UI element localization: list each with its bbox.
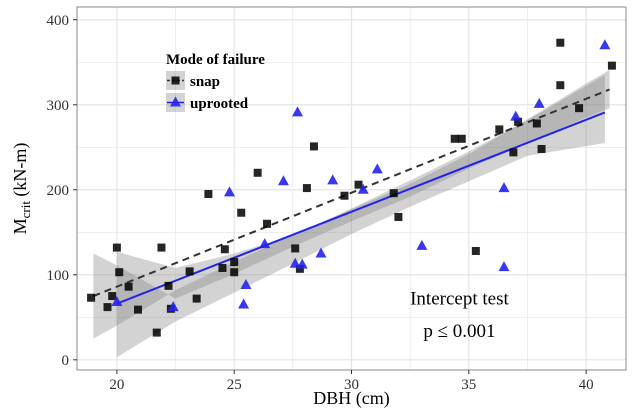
snap-point [204, 190, 213, 199]
legend-label-uprooted: uprooted [190, 96, 249, 112]
y-axis-title: Mcrit (kN-m) [10, 143, 33, 235]
uprooted-point [277, 175, 289, 186]
grid [77, 7, 626, 370]
uprooted-point [238, 298, 250, 309]
uprooted-point [371, 163, 383, 174]
snap-point [302, 184, 311, 193]
data-points [87, 38, 616, 337]
legend-items: snap uprooted [166, 71, 249, 112]
snap-point [134, 305, 142, 314]
legend-title: Mode of failure [166, 52, 265, 68]
uprooted-point [289, 257, 301, 268]
y-tick-label: 200 [47, 183, 70, 199]
annotations: Intercept test p ≤ 0.001 [410, 289, 509, 342]
snap-point [532, 119, 541, 128]
uprooted-point [533, 97, 545, 108]
legend-key-square [171, 76, 180, 85]
snap-point [389, 189, 398, 198]
uprooted-point [111, 295, 123, 306]
legend-entry-uprooted: uprooted [166, 93, 249, 112]
snap-point [263, 219, 272, 228]
snap-point [354, 180, 363, 189]
uprooted-point [510, 110, 522, 121]
x-axis-title: DBH (cm) [313, 388, 389, 409]
y-axis-title-main: M [10, 218, 30, 234]
uprooted-point [599, 39, 611, 50]
snap-point [115, 268, 124, 277]
snap-point [450, 134, 459, 143]
snap-point [253, 168, 262, 177]
legend-key-triangle [170, 96, 181, 107]
snap-point [185, 267, 194, 276]
snap-point [108, 292, 117, 301]
snap-point [157, 243, 166, 252]
y-tick-label: 400 [47, 13, 70, 29]
y-tick-label: 300 [47, 98, 70, 114]
uprooted-point [357, 183, 369, 194]
x-tick-label: 25 [227, 377, 242, 393]
legend-label-snap: snap [190, 74, 220, 90]
y-axis-title-subscript: crit [18, 201, 33, 219]
uprooted-point [292, 106, 304, 117]
snap-point [152, 328, 161, 337]
legend: Mode of failure snap uprooted [166, 52, 265, 112]
uprooted-confidence-band [116, 75, 605, 358]
snap-point [495, 125, 504, 134]
snap-point [471, 246, 480, 255]
x-tick-label: 40 [579, 377, 594, 393]
uprooted-point [416, 239, 428, 250]
snap-point [514, 117, 523, 126]
snap-point [230, 268, 239, 277]
y-tick-label: 100 [47, 268, 70, 284]
snap-point [112, 243, 121, 252]
snap-point [509, 148, 518, 157]
annotation-1: Intercept test [410, 289, 509, 310]
snap-point [607, 61, 616, 70]
x-tick-label: 35 [461, 377, 476, 393]
snap-point [164, 281, 173, 290]
uprooted-point [167, 301, 179, 312]
x-tick-label: 20 [109, 377, 124, 393]
snap-point [340, 191, 349, 200]
snap-point [103, 303, 112, 312]
snap-point [295, 264, 304, 273]
x-tick-label: 30 [344, 377, 359, 393]
snap-point [291, 244, 300, 253]
uprooted-point [224, 186, 235, 197]
snap-point [556, 81, 565, 90]
snap-point [556, 38, 565, 47]
snap-point [457, 134, 466, 143]
uprooted-point [498, 182, 510, 193]
snap-point [192, 294, 201, 303]
uprooted-fit-line [116, 111, 606, 305]
uprooted-point [240, 278, 252, 289]
fit-lines [93, 88, 610, 305]
snap-point [218, 263, 227, 272]
uprooted-point [296, 258, 308, 269]
snap-point [230, 258, 239, 267]
uprooted-point [259, 238, 271, 249]
uprooted-point [315, 247, 327, 258]
snap-point [237, 208, 246, 217]
uprooted-point [498, 261, 510, 272]
snap-point [537, 144, 546, 153]
snap-point [394, 212, 403, 221]
uprooted-point [327, 174, 339, 185]
snap-point [309, 142, 318, 151]
legend-entry-snap: snap [166, 71, 220, 90]
y-tick-label: 0 [62, 353, 70, 369]
snap-point [124, 282, 133, 291]
snap-point [87, 293, 96, 302]
snap-point [220, 245, 229, 254]
snap-point [575, 104, 584, 113]
snap-fit-line [93, 88, 610, 297]
y-axis-title-unit: (kN-m) [10, 143, 31, 201]
annotation-2: p ≤ 0.001 [423, 321, 495, 342]
